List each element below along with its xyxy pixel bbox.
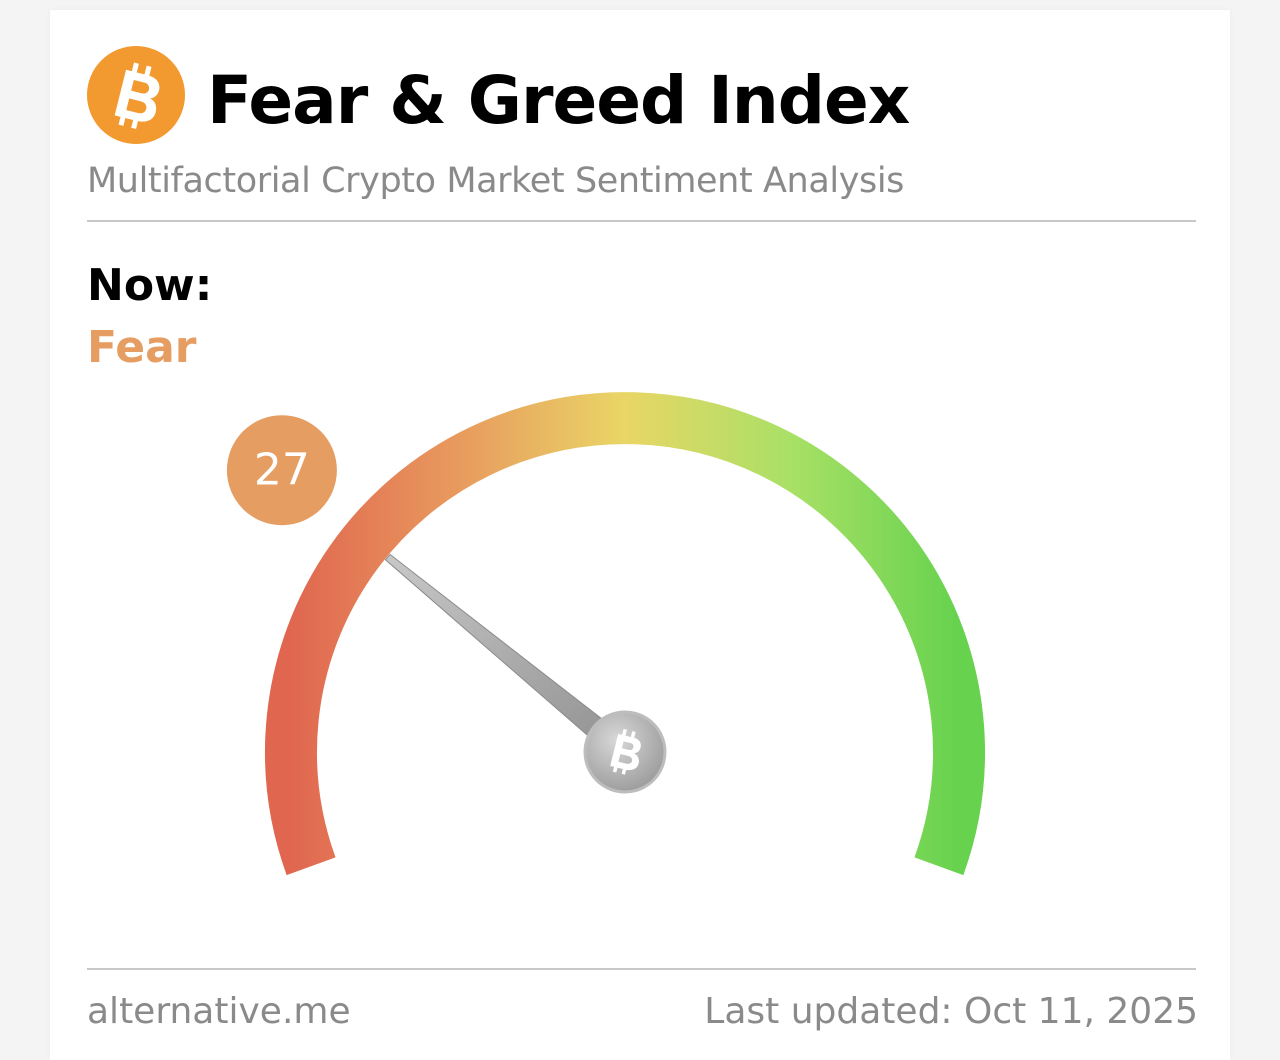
now-label: Now: (87, 260, 213, 311)
gauge-hub-bitcoin-icon (583, 710, 667, 794)
footer-divider (87, 968, 1196, 970)
source-link[interactable]: alternative.me (87, 991, 351, 1032)
header-divider (87, 220, 1196, 222)
gauge-value-label: 27 (254, 445, 310, 496)
page-subtitle: Multifactorial Crypto Market Sentiment A… (87, 161, 905, 201)
sentiment-classification: Fear (87, 322, 197, 373)
gauge-value-badge: 27 (226, 415, 337, 526)
fear-greed-card: Fear & Greed Index Multifactorial Crypto… (50, 10, 1230, 1060)
bitcoin-logo-icon (87, 46, 185, 144)
sentiment-gauge: 27 (226, 392, 985, 876)
last-updated: Last updated: Oct 11, 2025 (704, 991, 1198, 1032)
page-title: Fear & Greed Index (207, 62, 910, 139)
gauge-arc (265, 392, 985, 876)
